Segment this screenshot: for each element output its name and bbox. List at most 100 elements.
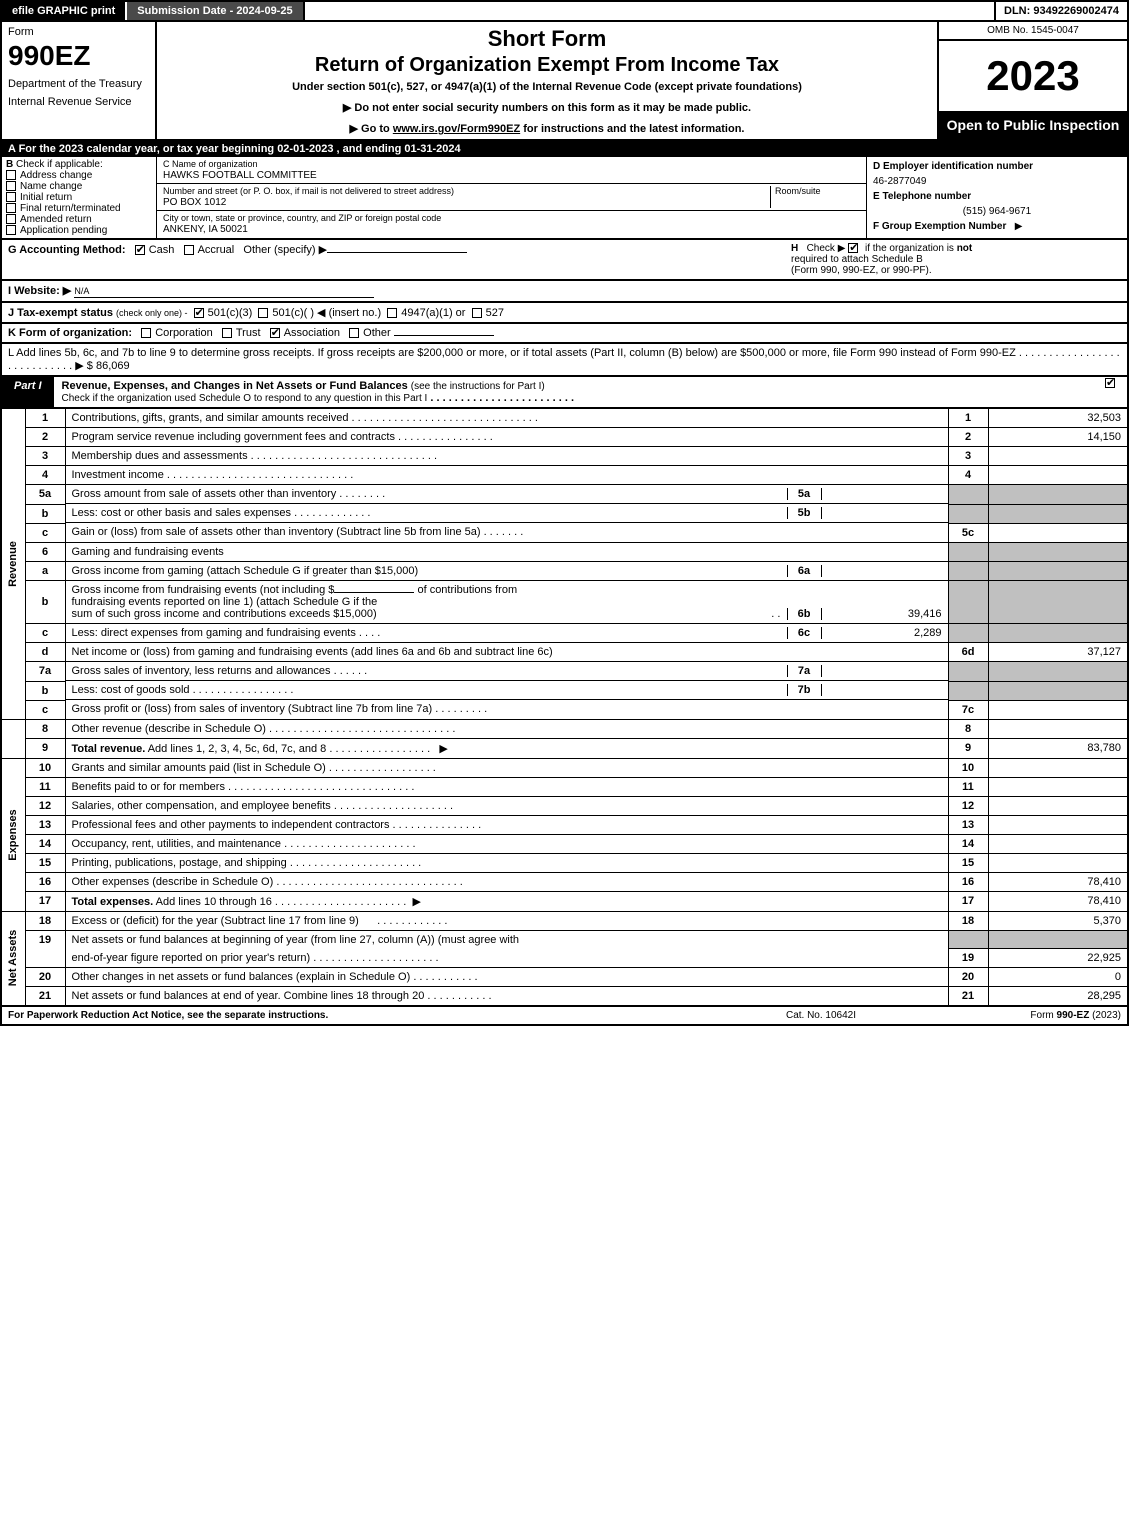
line-13-ln: 13	[948, 815, 988, 834]
k-label: K Form of organization:	[8, 327, 132, 339]
checkbox-corp[interactable]	[141, 328, 151, 338]
subtitle: Under section 501(c), 527, or 4947(a)(1)…	[165, 81, 929, 93]
checkbox-address-change[interactable]	[6, 170, 16, 180]
line-19-text2: end-of-year figure reported on prior yea…	[65, 949, 948, 968]
line-6c-sub: 6c	[787, 627, 822, 639]
b-check-label: Check if applicable:	[16, 159, 103, 170]
checkbox-4947[interactable]	[387, 308, 397, 318]
top-bar: efile GRAPHIC print Submission Date - 20…	[0, 0, 1129, 22]
line-7a-ln	[948, 662, 988, 682]
checkbox-501c[interactable]	[258, 308, 268, 318]
line-6c-subamt: 2,289	[822, 627, 942, 639]
k-other-line[interactable]	[394, 335, 494, 336]
line-5b-subamt	[822, 507, 942, 519]
line-5c-amt	[988, 523, 1128, 542]
line-19-amt-shade	[988, 930, 1128, 949]
line-15: 15 Printing, publications, postage, and …	[1, 853, 1128, 872]
checkbox-cash[interactable]	[135, 245, 145, 255]
i-value: N/A	[74, 286, 89, 296]
line-17: 17 Total expenses. Add lines 10 through …	[1, 891, 1128, 911]
row-k: K Form of organization: Corporation Trus…	[0, 324, 1129, 344]
org-addr: PO BOX 1012	[163, 197, 226, 208]
line-13: 13 Professional fees and other payments …	[1, 815, 1128, 834]
row-l: L Add lines 5b, 6c, and 7b to line 9 to …	[0, 344, 1129, 377]
checkbox-app-pending[interactable]	[6, 225, 16, 235]
k-trust: Trust	[236, 327, 261, 339]
f-label: F Group Exemption Number	[873, 221, 1006, 232]
line-6c-amt	[988, 624, 1128, 643]
line-7a-text: Gross sales of inventory, less returns a…	[72, 665, 787, 677]
line-7a-sub: 7a	[787, 665, 822, 677]
line-6d: d Net income or (loss) from gaming and f…	[1, 643, 1128, 662]
line-6a-text: Gross income from gaming (attach Schedul…	[72, 565, 787, 577]
line-5a-sub: 5a	[787, 488, 822, 500]
line-6a-ln	[948, 561, 988, 581]
line-6a-num: a	[25, 561, 65, 581]
checkbox-schedule-o[interactable]	[1105, 378, 1115, 388]
checkbox-trust[interactable]	[222, 328, 232, 338]
line-1: Revenue 1 Contributions, gifts, grants, …	[1, 409, 1128, 428]
line-1-ln: 1	[948, 409, 988, 428]
k-assoc: Association	[284, 327, 340, 339]
line-6: 6 Gaming and fundraising events	[1, 542, 1128, 561]
checkbox-name-change[interactable]	[6, 181, 16, 191]
line-5c-text: Gain or (loss) from sale of assets other…	[65, 523, 948, 542]
line-2: 2 Program service revenue including gove…	[1, 428, 1128, 447]
line-6b-ln	[948, 581, 988, 624]
line-5c-num: c	[25, 523, 65, 542]
efile-label[interactable]: efile GRAPHIC print	[2, 2, 125, 20]
checkbox-501c3[interactable]	[194, 308, 204, 318]
c-name-label: C Name of organization	[163, 159, 258, 169]
line-15-num: 15	[25, 853, 65, 872]
checkbox-assoc[interactable]	[270, 328, 280, 338]
opt-address: Address change	[20, 170, 92, 181]
part-i-sub: Check if the organization used Schedule …	[62, 393, 428, 404]
line-6c-text: Less: direct expenses from gaming and fu…	[72, 627, 787, 639]
line-8-amt	[988, 719, 1128, 738]
h-text3: required to attach Schedule B	[791, 254, 923, 265]
checkbox-other[interactable]	[349, 328, 359, 338]
line-21: 21 Net assets or fund balances at end of…	[1, 987, 1128, 1006]
form-title-block: Form 990EZ Department of the Treasury In…	[2, 22, 157, 139]
h-not: not	[957, 243, 973, 254]
line-16: 16 Other expenses (describe in Schedule …	[1, 872, 1128, 891]
part-i-header: Part I Revenue, Expenses, and Changes in…	[0, 377, 1129, 409]
line-6b-num: b	[25, 581, 65, 624]
checkbox-h[interactable]	[848, 243, 858, 253]
line-5b-amt	[988, 504, 1128, 523]
opt-initial: Initial return	[20, 192, 72, 203]
line-19-amt: 22,925	[988, 949, 1128, 968]
line-15-text: Printing, publications, postage, and shi…	[65, 853, 948, 872]
line-19-text: Net assets or fund balances at beginning…	[65, 930, 948, 949]
form-title-center: Short Form Return of Organization Exempt…	[157, 22, 937, 139]
line-7b-text: Less: cost of goods sold . . . . . . . .…	[72, 684, 787, 696]
line-6b-sub: 6b	[787, 608, 822, 620]
submission-date: Submission Date - 2024-09-25	[125, 2, 302, 20]
inspection-label: Open to Public Inspection	[939, 111, 1127, 139]
line-16-amt: 78,410	[988, 872, 1128, 891]
line-11: 11 Benefits paid to or for members . . .…	[1, 777, 1128, 796]
line-1-amt: 32,503	[988, 409, 1128, 428]
irs-link[interactable]: www.irs.gov/Form990EZ	[393, 123, 520, 135]
line-18-text: Excess or (deficit) for the year (Subtra…	[65, 911, 948, 930]
line-21-ln: 21	[948, 987, 988, 1006]
line-6a-sub: 6a	[787, 565, 822, 577]
line-2-text: Program service revenue including govern…	[65, 428, 948, 447]
checkbox-final-return[interactable]	[6, 203, 16, 213]
g-other-line[interactable]	[327, 252, 467, 253]
instruction-2-suffix: for instructions and the latest informat…	[520, 123, 744, 135]
checkbox-527[interactable]	[472, 308, 482, 318]
line-6b-blank[interactable]	[334, 592, 414, 593]
instruction-2-text: ▶ Go to	[350, 123, 393, 135]
checkbox-initial-return[interactable]	[6, 192, 16, 202]
checkbox-accrual[interactable]	[184, 245, 194, 255]
line-20-amt: 0	[988, 968, 1128, 987]
line-21-text: Net assets or fund balances at end of ye…	[65, 987, 948, 1006]
line-8-num: 8	[25, 719, 65, 738]
line-10-text: Grants and similar amounts paid (list in…	[65, 758, 948, 777]
checkbox-amended[interactable]	[6, 214, 16, 224]
line-9-amt: 83,780	[988, 738, 1128, 758]
line-17-num: 17	[25, 891, 65, 911]
line-12-amt	[988, 796, 1128, 815]
line-14: 14 Occupancy, rent, utilities, and maint…	[1, 834, 1128, 853]
